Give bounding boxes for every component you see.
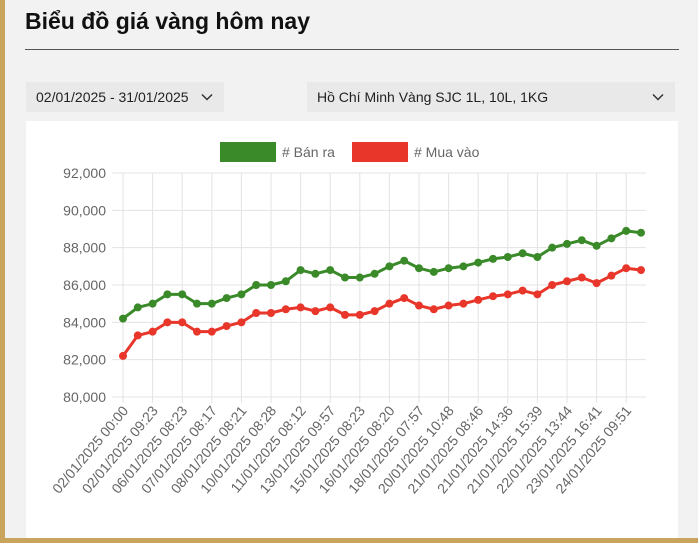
legend-swatch-1 bbox=[220, 142, 276, 162]
gold-price-line-chart: 80,000 82,000 84,000 86,000 88,000 90,000 92,0… bbox=[49, 142, 646, 496]
series-2-point bbox=[296, 303, 305, 312]
series-1-point bbox=[178, 290, 187, 299]
series-2-point bbox=[385, 299, 394, 308]
y-tick-label: 90,000 bbox=[63, 202, 106, 218]
series-1-point bbox=[489, 254, 497, 263]
series-1-point bbox=[637, 228, 645, 237]
series-1-point bbox=[370, 269, 379, 278]
series-1-point bbox=[326, 266, 335, 275]
series-1-point bbox=[237, 290, 246, 299]
series-1-point bbox=[119, 314, 127, 323]
series-2-point bbox=[355, 310, 364, 319]
series-1-point bbox=[548, 243, 557, 252]
chevron-down-icon bbox=[201, 93, 213, 101]
series-2-point bbox=[563, 277, 571, 286]
series-2-point bbox=[429, 305, 438, 314]
series-2-point bbox=[178, 318, 187, 327]
series-2-point bbox=[533, 290, 542, 299]
series-1-point bbox=[577, 236, 586, 245]
series-2-point bbox=[489, 292, 497, 301]
series-2-point bbox=[607, 271, 616, 280]
date-range-select[interactable]: 02/01/2025 - 31/01/2025 bbox=[26, 82, 224, 112]
location-select[interactable]: Hồ Chí Minh Vàng SJC 1L, 10L, 1KG bbox=[307, 82, 675, 112]
series-2-point bbox=[474, 295, 483, 304]
page-panel: Biểu đồ giá vàng hôm nay 02/01/2025 - 31… bbox=[5, 0, 698, 538]
series-1-point bbox=[355, 273, 364, 282]
series-1-point bbox=[281, 277, 290, 286]
series-1-point bbox=[296, 266, 305, 275]
series-1-point bbox=[193, 299, 201, 308]
series-2-point bbox=[548, 281, 557, 289]
series-1-point bbox=[133, 303, 142, 312]
series-2-point bbox=[281, 305, 290, 314]
series-1-point bbox=[385, 262, 394, 271]
series-1-point bbox=[429, 267, 438, 276]
series-1-point bbox=[267, 281, 275, 289]
series-1-point bbox=[252, 281, 261, 289]
series-2-point bbox=[207, 327, 216, 336]
series-1-point bbox=[592, 241, 601, 250]
series-2-point bbox=[503, 290, 512, 299]
series-2-point bbox=[193, 327, 201, 336]
series-2-point bbox=[518, 286, 527, 295]
series-1-point bbox=[607, 234, 616, 243]
series-2-point bbox=[119, 351, 127, 360]
series-2-point bbox=[222, 322, 231, 331]
y-tick-label: 82,000 bbox=[63, 352, 106, 368]
series-1-point bbox=[163, 290, 172, 299]
series-2-point bbox=[459, 299, 468, 308]
title-divider bbox=[25, 49, 679, 50]
series-2-point bbox=[148, 327, 157, 336]
series-1-point bbox=[563, 239, 571, 248]
series-1-point bbox=[415, 264, 423, 273]
chevron-down-icon bbox=[652, 93, 664, 101]
series-2-point bbox=[267, 309, 275, 317]
series-1-point bbox=[518, 249, 527, 258]
y-tick-label: 80,000 bbox=[63, 389, 106, 405]
date-range-value: 02/01/2025 - 31/01/2025 bbox=[36, 89, 189, 105]
series-2-point bbox=[444, 301, 453, 310]
chart-card: 80,000 82,000 84,000 86,000 88,000 90,000 92,0… bbox=[26, 121, 678, 538]
y-tick-label: 86,000 bbox=[63, 277, 106, 293]
location-value: Hồ Chí Minh Vàng SJC 1L, 10L, 1KG bbox=[317, 89, 549, 105]
series-2-point bbox=[622, 264, 631, 273]
series-2-point bbox=[252, 309, 261, 317]
series-1-point bbox=[400, 256, 409, 265]
y-tick-label: 92,000 bbox=[63, 165, 106, 181]
series-2-point bbox=[415, 301, 423, 310]
series-2-point bbox=[592, 279, 601, 288]
page-title: Biểu đồ giá vàng hôm nay bbox=[25, 8, 310, 34]
series-1-point bbox=[311, 269, 320, 278]
series-2-point bbox=[163, 318, 172, 327]
series-1-point bbox=[222, 294, 231, 303]
series-1-point bbox=[444, 264, 453, 273]
series-2-point bbox=[326, 303, 335, 312]
series-1-point bbox=[474, 258, 483, 267]
series-2-point bbox=[577, 273, 586, 282]
series-2-point bbox=[237, 318, 246, 327]
y-tick-label: 84,000 bbox=[63, 314, 106, 330]
series-1-point bbox=[148, 299, 157, 308]
series-1-point bbox=[503, 253, 512, 261]
series-2-point bbox=[370, 307, 379, 316]
series-2-point bbox=[400, 294, 409, 303]
series-1-point bbox=[341, 273, 349, 282]
series-1-point bbox=[622, 226, 631, 235]
series-1-point bbox=[207, 299, 216, 308]
series-2-point bbox=[637, 266, 645, 275]
y-tick-label: 88,000 bbox=[63, 240, 106, 256]
series-1-point bbox=[459, 262, 468, 271]
series-1-point bbox=[533, 253, 542, 261]
legend-swatch-2 bbox=[352, 142, 408, 162]
series-2-point bbox=[133, 331, 142, 340]
series-2-point bbox=[341, 310, 349, 319]
legend-label-1: # Bán ra bbox=[282, 144, 335, 160]
legend-label-2: # Mua vào bbox=[414, 144, 480, 160]
series-2-point bbox=[311, 307, 320, 316]
